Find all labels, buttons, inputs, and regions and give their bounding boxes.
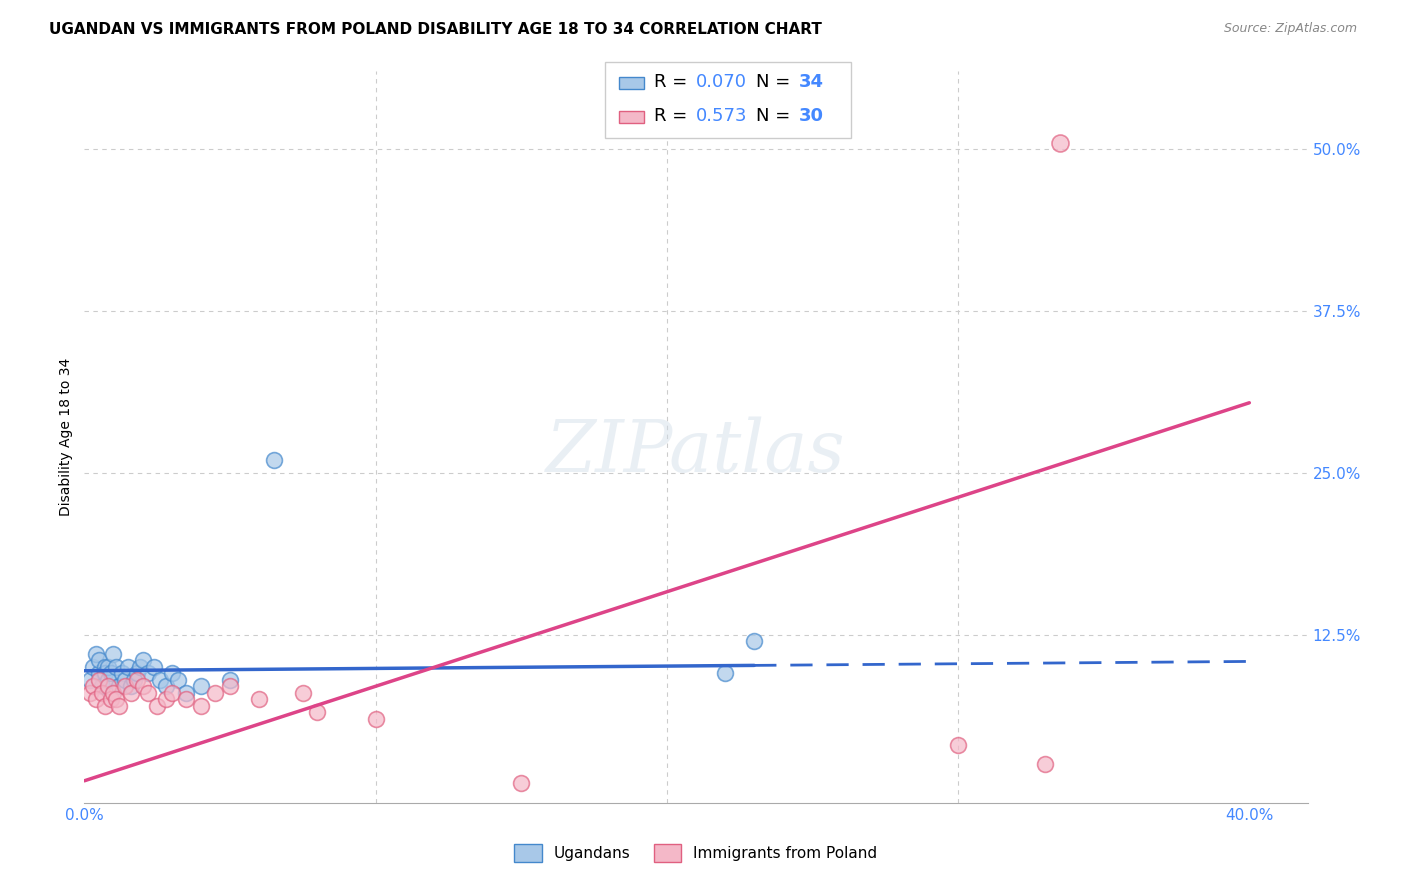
Point xyxy=(111,666,134,681)
Text: 34: 34 xyxy=(799,73,824,91)
Legend: Ugandans, Immigrants from Poland: Ugandans, Immigrants from Poland xyxy=(508,838,884,868)
Point xyxy=(90,686,112,700)
Point xyxy=(84,647,107,661)
Point xyxy=(138,666,160,681)
Text: R =: R = xyxy=(654,73,693,91)
Point xyxy=(742,634,765,648)
Point xyxy=(97,673,120,687)
Point xyxy=(219,679,242,693)
Point xyxy=(1035,756,1057,771)
Text: ZIPatlas: ZIPatlas xyxy=(546,417,846,487)
Point xyxy=(114,673,136,687)
Point xyxy=(131,653,153,667)
Point xyxy=(79,673,101,687)
Point xyxy=(155,692,177,706)
Point xyxy=(128,660,150,674)
Point xyxy=(143,660,166,674)
Point xyxy=(946,738,969,752)
Point xyxy=(117,660,139,674)
Point xyxy=(97,660,120,674)
Point xyxy=(131,679,153,693)
Point xyxy=(307,705,329,719)
Y-axis label: Disability Age 18 to 34: Disability Age 18 to 34 xyxy=(59,358,73,516)
Point xyxy=(1049,136,1071,150)
Point xyxy=(510,776,533,790)
Point xyxy=(84,692,107,706)
Point xyxy=(79,686,101,700)
Point xyxy=(82,660,104,674)
Point xyxy=(90,679,112,693)
Point xyxy=(174,692,197,706)
Point xyxy=(87,673,110,687)
Point xyxy=(114,679,136,693)
Point xyxy=(103,686,125,700)
Point xyxy=(100,666,122,681)
Text: UGANDAN VS IMMIGRANTS FROM POLAND DISABILITY AGE 18 TO 34 CORRELATION CHART: UGANDAN VS IMMIGRANTS FROM POLAND DISABI… xyxy=(49,22,823,37)
Point xyxy=(291,686,314,700)
Text: R =: R = xyxy=(654,107,693,125)
Point xyxy=(364,712,387,726)
Point xyxy=(100,692,122,706)
Point xyxy=(125,666,148,681)
Point xyxy=(105,692,128,706)
Point xyxy=(120,679,142,693)
Point xyxy=(247,692,270,706)
Point xyxy=(82,679,104,693)
Point xyxy=(263,452,285,467)
Point xyxy=(87,653,110,667)
Text: 0.070: 0.070 xyxy=(696,73,747,91)
Text: 0.573: 0.573 xyxy=(696,107,748,125)
Point xyxy=(219,673,242,687)
Point xyxy=(714,666,737,681)
Point xyxy=(160,686,183,700)
Point xyxy=(120,686,142,700)
Point xyxy=(93,660,115,674)
Point xyxy=(122,673,145,687)
Point xyxy=(108,698,131,713)
Point xyxy=(160,666,183,681)
Text: N =: N = xyxy=(756,73,796,91)
Point xyxy=(146,698,169,713)
Point xyxy=(166,673,188,687)
Point xyxy=(87,666,110,681)
Text: N =: N = xyxy=(756,107,796,125)
Point xyxy=(97,679,120,693)
Point xyxy=(93,666,115,681)
Point xyxy=(190,698,212,713)
Point xyxy=(174,686,197,700)
Point xyxy=(103,647,125,661)
Point xyxy=(108,679,131,693)
Text: 30: 30 xyxy=(799,107,824,125)
Point xyxy=(138,686,160,700)
Point xyxy=(149,673,172,687)
Point xyxy=(125,673,148,687)
Point xyxy=(204,686,226,700)
Text: Source: ZipAtlas.com: Source: ZipAtlas.com xyxy=(1223,22,1357,36)
Point xyxy=(190,679,212,693)
Point xyxy=(155,679,177,693)
Point xyxy=(93,698,115,713)
Point xyxy=(105,660,128,674)
